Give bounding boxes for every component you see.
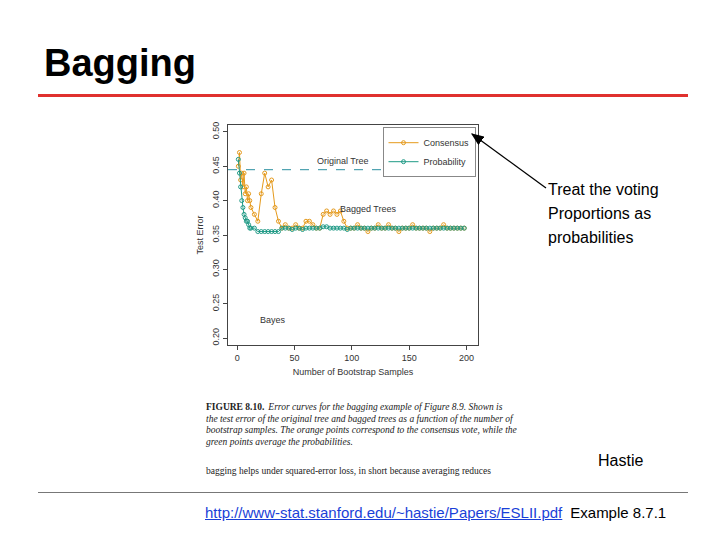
html-text:green points average the proba: green points average the probabilities.: [206, 436, 353, 447]
svg-text:0.30: 0.30: [211, 259, 221, 277]
svg-text:0.40: 0.40: [211, 191, 221, 209]
html-text:bootstrap samples. The orange: bootstrap samples. The orange points cor…: [206, 425, 517, 435]
html-text:Example 8.7.1: Example 8.7.1: [570, 504, 667, 521]
html-text:Treat the voting: Treat the voting: [548, 181, 659, 198]
html-text:the test error of the original: the test error of the original tree and …: [206, 413, 513, 424]
svg-text:200: 200: [459, 353, 474, 363]
html-text:Hastie: Hastie: [598, 452, 644, 469]
svg-text:0.45: 0.45: [211, 156, 221, 174]
svg-text:0: 0: [235, 353, 240, 363]
svg-text:0.25: 0.25: [211, 294, 221, 312]
html-text:bagging helps under squared-er: bagging helps under squared-error loss, …: [206, 466, 491, 476]
svg-text:0.35: 0.35: [211, 225, 221, 243]
svg-text:0.20: 0.20: [211, 328, 221, 346]
svg-text:Probability: Probability: [424, 157, 467, 167]
html-text:probabilities: probabilities: [548, 229, 634, 246]
svg-text:Number of Bootstrap Samples: Number of Bootstrap Samples: [293, 367, 414, 377]
svg-text:0.50: 0.50: [211, 122, 221, 140]
svg-text:150: 150: [402, 353, 417, 363]
svg-text:Test Error: Test Error: [195, 215, 205, 254]
html-text:Bagging: Bagging: [44, 42, 196, 84]
svg-text:50: 50: [290, 353, 300, 363]
html-text:Proportions as: Proportions as: [548, 205, 652, 222]
svg-text:Consensus: Consensus: [424, 138, 470, 148]
svg-text:100: 100: [344, 353, 359, 363]
svg-text:Original Tree: Original Tree: [317, 156, 369, 166]
html-text:FIGURE 8.10. Error curves for: FIGURE 8.10. Error curves for the baggin…: [206, 402, 503, 412]
html-text:http://www-stat.stanford.edu/~: http://www-stat.stanford.edu/~hastie/Pap…: [205, 504, 563, 521]
svg-text:Bayes: Bayes: [260, 315, 286, 325]
svg-text:Bagged Trees: Bagged Trees: [340, 204, 397, 214]
